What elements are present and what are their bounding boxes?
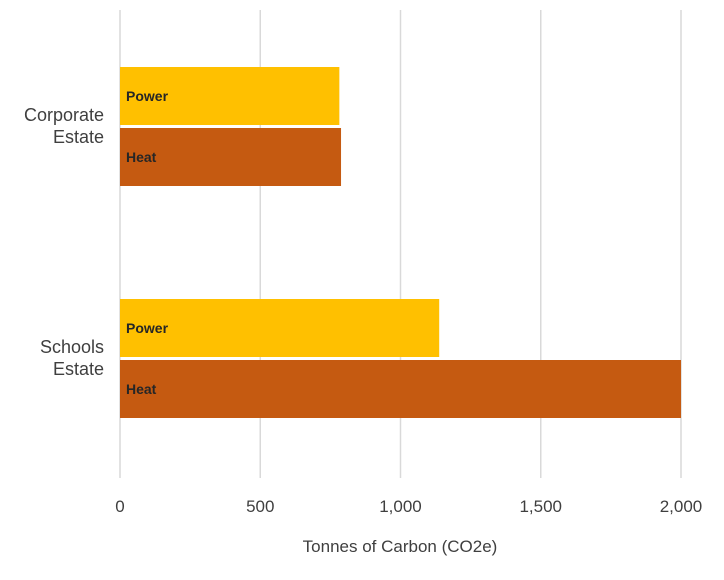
- x-axis-title: Tonnes of Carbon (CO2e): [303, 537, 498, 556]
- x-tick-label: 1,500: [519, 497, 562, 516]
- bar-heat: [120, 128, 342, 186]
- bar-label: Heat: [126, 149, 157, 165]
- category-label: Schools Estate: [40, 337, 104, 379]
- x-tick-label: 0: [115, 497, 124, 516]
- bar-power: [120, 67, 340, 125]
- bar-label: Heat: [126, 381, 157, 397]
- category-label: Corporate Estate: [24, 105, 104, 147]
- x-tick-label: 500: [246, 497, 274, 516]
- bar-heat: [120, 360, 681, 418]
- x-axis-ticks: 0 500 1,000 1,500 2,000: [115, 497, 702, 516]
- bar-label: Power: [126, 320, 169, 336]
- x-tick-label: 2,000: [660, 497, 703, 516]
- bars: Power Heat Power Heat: [120, 67, 681, 418]
- x-tick-label: 1,000: [379, 497, 422, 516]
- bar-power: [120, 299, 440, 357]
- category-labels: Corporate Estate Schools Estate: [24, 105, 104, 379]
- bar-label: Power: [126, 88, 169, 104]
